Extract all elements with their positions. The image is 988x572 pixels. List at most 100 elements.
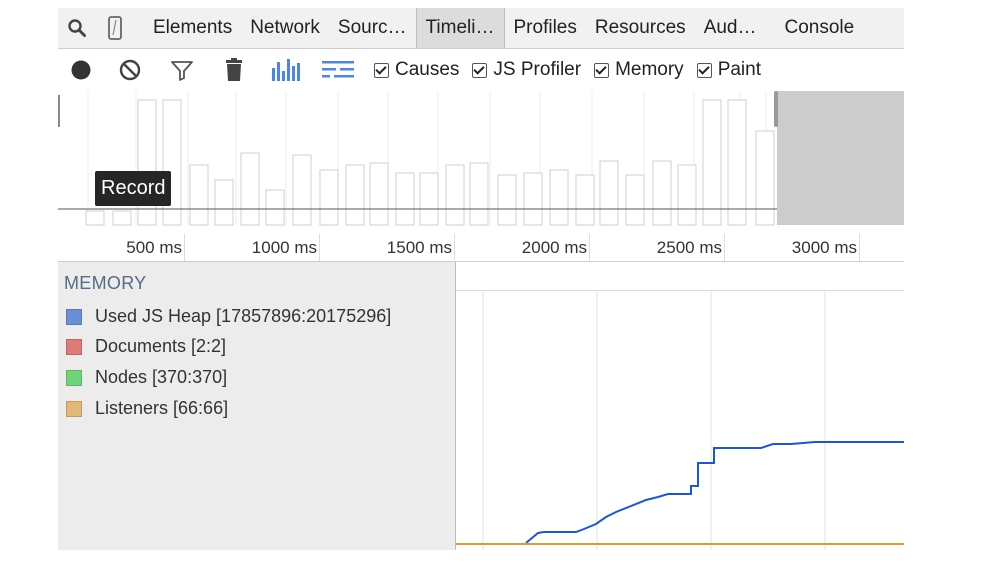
overview-frame-bar — [727, 99, 747, 226]
nodes-label: Nodes [370:370] — [95, 367, 228, 387]
overview-frame-bar — [265, 189, 285, 226]
timeline-overview[interactable]: Record — [58, 91, 904, 235]
garbage-collect-icon — [226, 58, 242, 81]
overview-frame-bar — [419, 172, 439, 226]
ruler-tick-label: 1500 ms — [386, 238, 452, 257]
documents-swatch — [66, 338, 82, 355]
ruler-tick-line — [184, 234, 185, 261]
overview-frame-bar — [240, 152, 260, 226]
ruler-tick-line — [319, 234, 320, 261]
garbage-collect-button[interactable] — [208, 49, 260, 91]
overview-frame-bar — [702, 99, 722, 226]
checkbox-checked-icon — [696, 62, 712, 78]
checkbox-checked-icon — [472, 62, 488, 78]
overview-frame-bars — [58, 91, 904, 226]
ruler-tick-label: 2500 ms — [656, 238, 722, 257]
overview-unselected-region — [777, 91, 904, 225]
tab-profiles[interactable]: Profiles — [513, 17, 577, 38]
overview-frame-bar — [112, 210, 132, 226]
counter-nodes[interactable]: Nodes [370:370] — [66, 367, 227, 388]
overview-frame-bar — [652, 160, 672, 226]
used-js-heap-swatch — [66, 308, 82, 325]
record-icon — [71, 60, 91, 80]
memory-label: Memory — [615, 59, 684, 80]
bar-view-button[interactable] — [260, 49, 312, 91]
overview-frame-bar — [214, 179, 234, 226]
overview-frame-bar — [625, 174, 645, 226]
paint-label: Paint — [717, 59, 761, 80]
ruler-tick-label: 1000 ms — [251, 238, 317, 257]
overview-frame-bar — [292, 154, 312, 226]
record-tooltip: Record — [95, 171, 172, 206]
memory-title: MEMORY — [64, 273, 147, 293]
counter-used-js-heap[interactable]: Used JS Heap [17857896:20175296] — [66, 306, 391, 327]
overview-frame-bar — [345, 164, 365, 226]
counter-documents[interactable]: Documents [2:2] — [66, 336, 226, 357]
overview-frame-bar — [395, 172, 415, 226]
overview-frame-bar — [497, 174, 517, 226]
paint-checkbox[interactable]: Paint — [696, 59, 761, 81]
overview-frame-bar — [369, 162, 389, 226]
listeners-label: Listeners [66:66] — [95, 398, 229, 418]
flame-view-icon — [322, 61, 354, 78]
used-js-heap-label: Used JS Heap [17857896:20175296] — [95, 306, 392, 326]
checkbox-checked-icon — [594, 62, 610, 78]
filter-icon — [171, 61, 193, 81]
overview-frame-bar — [162, 99, 182, 226]
documents-label: Documents [2:2] — [95, 336, 227, 356]
causes-label: Causes — [395, 59, 460, 80]
bar-view-icon — [272, 59, 300, 81]
tab-audits[interactable]: Aud… — [703, 17, 757, 38]
overview-frame-bar — [137, 99, 157, 226]
overview-frame-bar — [599, 160, 619, 226]
clear-icon — [119, 59, 141, 81]
js-profiler-label: JS Profiler — [493, 59, 582, 80]
overview-frame-bar — [445, 164, 465, 226]
ruler-tick-label: 2000 ms — [521, 238, 587, 257]
ruler-tick-line — [724, 234, 725, 261]
tab-network[interactable]: Network — [250, 17, 320, 38]
tab-timeline[interactable]: Timeli… — [415, 8, 505, 48]
filter-button[interactable] — [156, 49, 208, 91]
graph-divider — [456, 290, 904, 291]
memory-checkbox[interactable]: Memory — [594, 59, 684, 81]
overview-frame-bar — [523, 172, 543, 226]
counter-listeners[interactable]: Listeners [66:66] — [66, 398, 228, 419]
devtools-window: Elements Network Sourc… Timeli… Profiles… — [58, 8, 904, 550]
tab-elements[interactable]: Elements — [153, 17, 233, 38]
memory-counters-panel: MEMORY Used JS Heap [17857896:20175296] … — [58, 262, 456, 550]
timeline-toolbar: Causes JS Profiler Memory Paint — [58, 49, 904, 91]
time-ruler: 500 ms 1000 ms 1500 ms 2000 ms 2500 ms 3000 m… — [58, 234, 904, 262]
tab-console[interactable]: Console — [784, 17, 855, 38]
checkbox-checked-icon — [374, 62, 389, 78]
overview-frame-bar — [549, 169, 569, 226]
memory-graph-lines — [456, 291, 904, 550]
js-profiler-checkbox[interactable]: JS Profiler — [472, 59, 581, 81]
ruler-tick-line — [454, 234, 455, 261]
search-icon[interactable] — [58, 8, 96, 48]
memory-graph[interactable] — [456, 262, 904, 550]
used-js-heap-line — [525, 441, 904, 544]
record-button[interactable] — [58, 49, 104, 91]
overview-frame-bar — [677, 164, 697, 226]
overview-left-handle[interactable] — [58, 95, 60, 127]
tab-bar: Elements Network Sourc… Timeli… Profiles… — [58, 8, 904, 49]
nodes-swatch — [66, 369, 82, 386]
overview-frame-bar — [575, 174, 595, 226]
tab-resources[interactable]: Resources — [594, 17, 686, 38]
tab-sources[interactable]: Sourc… — [337, 17, 407, 38]
device-icon[interactable] — [96, 8, 134, 48]
overview-frame-bar — [189, 164, 209, 226]
overview-frame-bar — [319, 169, 339, 226]
clear-button[interactable] — [104, 49, 156, 91]
ruler-tick-line — [859, 234, 860, 261]
ruler-tick-line — [589, 234, 590, 261]
overview-window-handle[interactable] — [774, 91, 778, 127]
ruler-tick-label: 3000 ms — [791, 238, 857, 257]
overview-frame-bar — [85, 210, 105, 226]
flame-view-button[interactable] — [312, 49, 364, 91]
listeners-swatch — [66, 400, 82, 417]
ruler-tick-label: 500 ms — [126, 238, 182, 257]
overview-frame-bar — [469, 162, 489, 226]
causes-checkbox[interactable]: Causes — [374, 59, 459, 81]
